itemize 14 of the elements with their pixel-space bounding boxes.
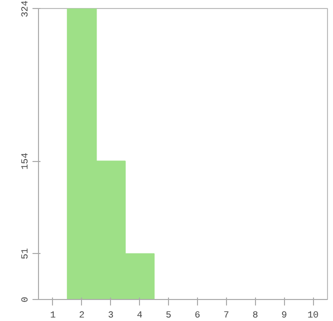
- y-tick-label: 324: [20, 0, 30, 18]
- y-tick-label: 154: [20, 152, 30, 170]
- y-tick-label: 51: [20, 248, 30, 260]
- x-tick-label: 4: [136, 310, 143, 320]
- x-tick-label: 5: [166, 310, 172, 320]
- x-tick-label: 8: [252, 310, 258, 320]
- x-tick-label: 10: [307, 310, 320, 320]
- y-tick-label: 0: [20, 296, 30, 302]
- x-tick-label: 6: [194, 310, 200, 320]
- x-tick-label: 2: [79, 310, 85, 320]
- x-tick-label: 7: [224, 310, 230, 320]
- x-tick-label: 1: [50, 310, 56, 320]
- x-tick-label: 9: [281, 310, 287, 320]
- x-tick-label: 3: [108, 310, 114, 320]
